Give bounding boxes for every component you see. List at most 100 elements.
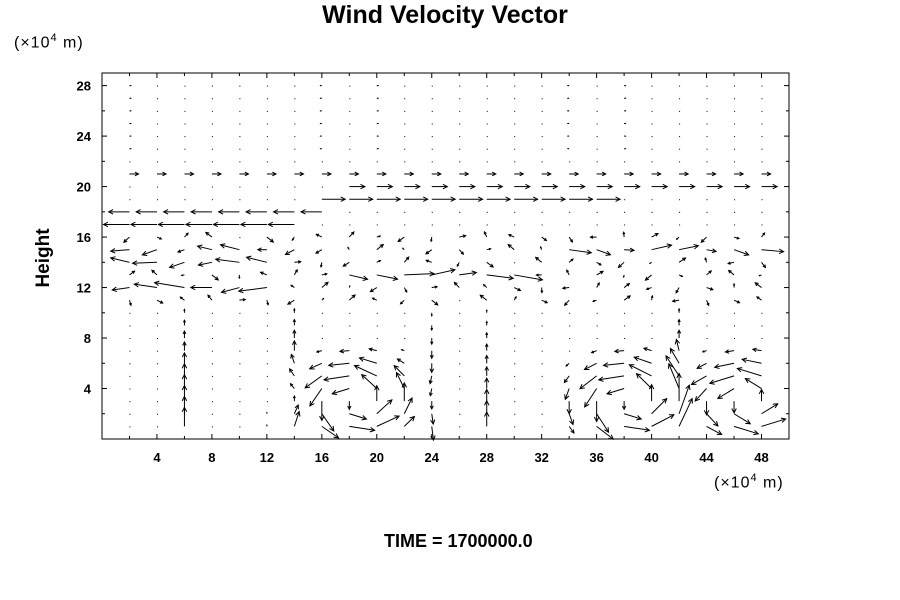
vector-arrowhead: [693, 243, 700, 250]
vector-arrowhead: [484, 354, 489, 359]
vector-arrow: [110, 249, 130, 252]
vector-arrowhead: [644, 426, 651, 433]
vector-arrow: [643, 347, 652, 352]
vector-arrowhead: [401, 247, 404, 250]
vector-dot: [761, 110, 763, 112]
vector-dot: [734, 148, 736, 150]
vector-dot: [761, 85, 763, 87]
vector-arrowhead: [605, 389, 613, 396]
vector-arrow: [349, 274, 368, 280]
vector-arrowhead: [711, 171, 717, 177]
vector-arrowhead: [593, 416, 600, 423]
vector-arrowhead: [239, 221, 246, 228]
vector-dot: [514, 350, 516, 352]
vector-arrowhead: [484, 388, 490, 395]
vector-arrowhead: [563, 302, 568, 307]
vector-arrowhead: [407, 396, 413, 403]
vector-dot: [184, 161, 186, 163]
vector-arrowhead: [604, 427, 610, 434]
vector-arrow: [761, 403, 778, 415]
vector-arrow: [514, 274, 543, 281]
vector-arrow: [376, 415, 400, 427]
vector-arrowhead: [671, 299, 676, 303]
vector-arrowhead: [713, 363, 720, 370]
vector-arrow: [694, 388, 707, 402]
vector-arrowhead: [102, 221, 109, 228]
vector-arrowhead: [583, 365, 590, 371]
vector-arrow: [293, 404, 299, 414]
vector-arrowhead: [109, 256, 116, 262]
vector-arrowhead: [176, 249, 182, 253]
vector-dot: [514, 85, 516, 87]
vector-dot: [211, 413, 213, 415]
vector-dot: [541, 148, 543, 150]
vector-arrowhead: [758, 274, 761, 277]
vector-arrow: [717, 388, 735, 399]
vector-arrow: [403, 397, 413, 414]
vector-arrow: [315, 249, 323, 254]
vector-arrowhead: [196, 244, 203, 250]
vector-dot: [734, 161, 736, 163]
vector-dot: [349, 224, 351, 226]
vector-arrowhead: [207, 294, 211, 299]
vector-dot: [129, 426, 131, 428]
vector-arrowhead: [644, 276, 650, 281]
vector-arrowhead: [704, 257, 708, 261]
vector-arrowhead: [358, 356, 365, 362]
vector-arrowhead: [569, 239, 574, 243]
vector-dot: [761, 312, 763, 314]
vector-dot: [651, 161, 653, 163]
vector-arrowhead: [665, 354, 671, 361]
vector-arrowhead: [654, 232, 659, 237]
vector-dot: [486, 123, 488, 125]
vector-arrowhead: [180, 274, 183, 277]
vector-dot: [266, 401, 268, 403]
vector-arrow: [479, 294, 488, 301]
vector-arrowhead: [400, 349, 403, 351]
vector-dot: [239, 413, 241, 415]
vector-arrowhead: [392, 275, 399, 281]
vector-arrow: [564, 299, 570, 306]
vector-dot: [679, 85, 681, 87]
vector-dot: [294, 199, 296, 201]
vector-dot: [349, 110, 351, 112]
vector-arrowhead: [162, 171, 168, 177]
vector-arrowhead: [701, 350, 705, 353]
vector-arrowhead: [589, 235, 594, 239]
vector-arrowhead: [130, 97, 132, 99]
vector-dot: [596, 338, 598, 340]
vector-dot: [706, 199, 708, 201]
vector-arrow: [598, 375, 625, 381]
vector-arrowhead: [741, 357, 748, 363]
vector-arrowhead: [130, 135, 132, 137]
vector-arrowhead: [633, 356, 640, 362]
vector-dot: [239, 136, 241, 138]
vector-arrow: [431, 299, 439, 306]
vector-arrowhead: [566, 148, 569, 150]
vector-arrowhead: [290, 284, 293, 288]
vector-arrow: [361, 374, 378, 389]
vector-arrowhead: [743, 250, 750, 257]
vector-dot: [211, 85, 213, 87]
vector-arrowhead: [507, 243, 512, 249]
vector-arrowhead: [394, 415, 401, 421]
vector-arrowhead: [675, 237, 679, 241]
vector-arrowhead: [592, 299, 595, 303]
vector-arrowhead: [284, 250, 291, 256]
vector-arrowhead: [739, 171, 745, 177]
vector-dot: [541, 224, 543, 226]
vector-dot: [266, 98, 268, 100]
vector-arrowhead: [635, 183, 641, 190]
vector-arrowhead: [129, 221, 136, 228]
vector-dot: [734, 85, 736, 87]
vector-arrowhead: [534, 256, 540, 261]
vector-dot: [266, 85, 268, 87]
vector-arrowhead: [622, 276, 625, 279]
vector-dot: [376, 338, 378, 340]
vector-arrow: [403, 256, 410, 263]
vector-arrowhead: [360, 183, 367, 190]
vector-arrowhead: [772, 183, 779, 190]
vector-dot: [239, 186, 241, 188]
vector-arrowhead: [340, 196, 347, 202]
vector-arrow: [675, 339, 680, 351]
